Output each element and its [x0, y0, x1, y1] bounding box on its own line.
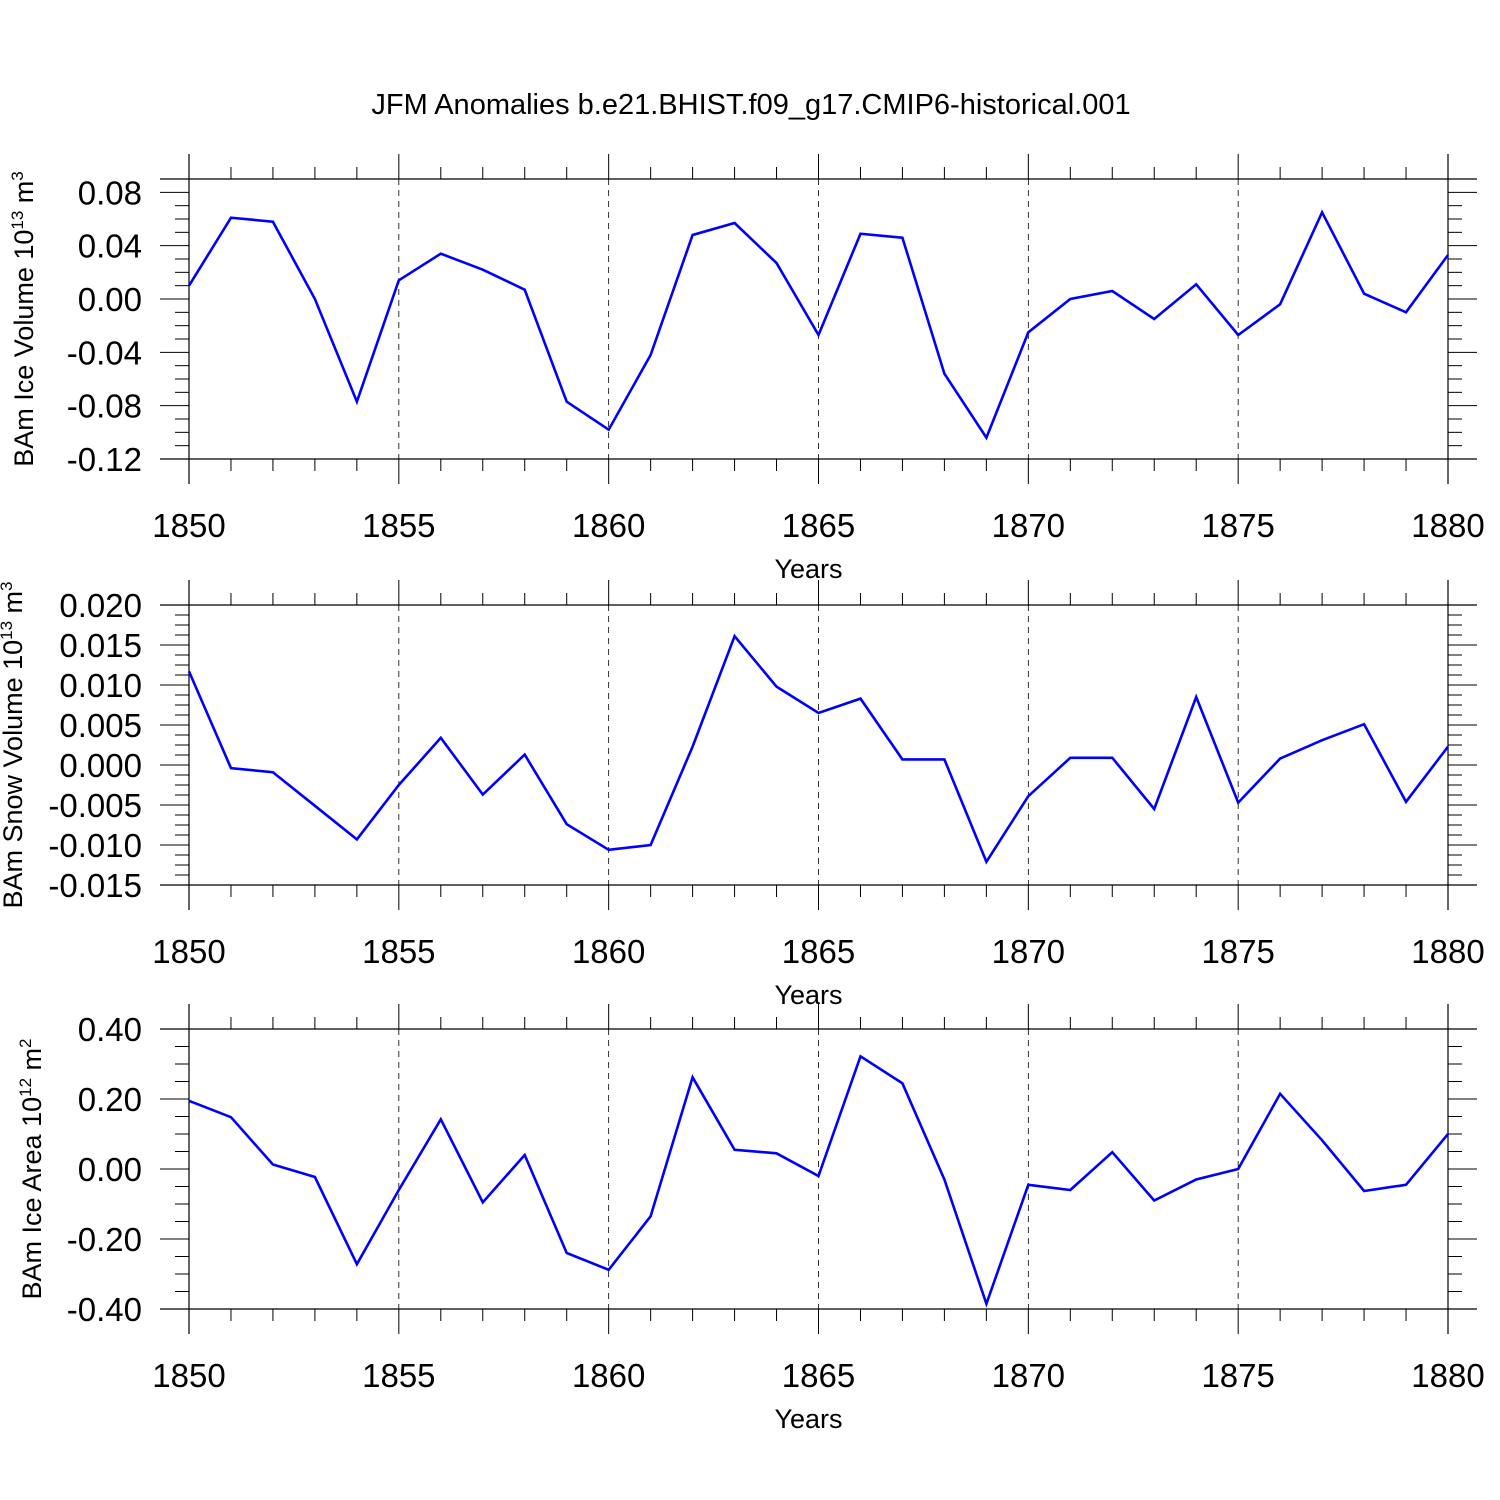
x-tick-label: 1870 [992, 507, 1065, 544]
x-tick-label: 1865 [782, 507, 855, 544]
y-axis-title-part: 13 [0, 621, 16, 640]
y-axis-title-part: 12 [16, 1078, 35, 1097]
y-tick-label: -0.08 [67, 388, 142, 425]
y-tick-label: 0.20 [78, 1081, 142, 1118]
x-tick-label: 1860 [572, 507, 645, 544]
y-tick-label: -0.40 [67, 1291, 142, 1328]
figure-title: JFM Anomalies b.e21.BHIST.f09_g17.CMIP6-… [371, 89, 1130, 121]
y-tick-label: -0.04 [67, 334, 142, 371]
x-tick-label: 1870 [992, 1357, 1065, 1394]
y-tick-label: -0.12 [67, 441, 142, 478]
y-tick-label: 0.010 [59, 667, 142, 704]
y-axis-title-part: m [9, 181, 39, 211]
x-tick-label: 1865 [782, 933, 855, 970]
y-tick-label: -0.20 [67, 1221, 142, 1258]
y-tick-label: 0.08 [78, 174, 142, 211]
x-tick-label: 1855 [362, 933, 435, 970]
x-tick-label: 1865 [782, 1357, 855, 1394]
y-axis-title-part: 2 [16, 1039, 35, 1048]
y-tick-label: 0.04 [78, 228, 142, 265]
panel-1: 1850 1855 1860 1865 1870 1875 1880 Years 0.08 0.0… [8, 154, 1485, 584]
x-axis-title: Years [774, 1404, 842, 1434]
y-axis-title-part: BAm Snow Volume 10 [0, 640, 28, 909]
y-axis-title: BAm Ice Volume 1013 m3 [8, 171, 39, 467]
x-tick-label: 1855 [362, 1357, 435, 1394]
series-line [187, 633, 1450, 865]
y-tick-label: -0.005 [48, 787, 142, 824]
x-tick-label: 1850 [152, 933, 225, 970]
x-tick-label: 1875 [1201, 1357, 1274, 1394]
x-axis-title: Years [774, 980, 842, 1010]
y-axis-title-part: m [0, 591, 28, 621]
y-axis-title-part: BAm Ice Volume 10 [9, 230, 39, 467]
series-line [187, 209, 1450, 441]
y-tick-label: 0.00 [78, 281, 142, 318]
y-tick-label: 0.000 [59, 747, 142, 784]
x-tick-label: 1880 [1411, 507, 1484, 544]
panel-2: 1850 1855 1860 1865 1870 1875 1880Years0.0200.… [0, 580, 1485, 1010]
x-tick-label: 1880 [1411, 1357, 1484, 1394]
panel-3: 1850 1855 1860 1865 1870 1875 1880 Years 0.40 0.2… [16, 1004, 1485, 1434]
x-tick-label: 1860 [572, 1357, 645, 1394]
x-tick-label: 1870 [992, 933, 1065, 970]
y-tick-label: -0.010 [48, 827, 142, 864]
y-axis-title-part: 3 [8, 171, 27, 180]
y-tick-label: -0.015 [48, 867, 142, 904]
y-tick-label: 0.015 [59, 627, 142, 664]
y-axis-title-part: m [17, 1048, 47, 1078]
x-tick-label: 1850 [152, 507, 225, 544]
x-tick-label: 1850 [152, 1357, 225, 1394]
y-axis-title-part: 13 [8, 211, 27, 230]
x-tick-label: 1860 [572, 933, 645, 970]
y-axis-title: BAm Ice Area 1012 m2 [16, 1039, 47, 1300]
x-tick-label: 1855 [362, 507, 435, 544]
x-tick-label: 1875 [1201, 933, 1274, 970]
y-axis-title-part: 3 [0, 581, 16, 590]
x-axis-title: Years [774, 554, 842, 584]
y-tick-label: 0.020 [59, 587, 142, 624]
y-axis-title-part: BAm Ice Area 10 [17, 1097, 47, 1300]
y-tick-label: 0.005 [59, 707, 142, 744]
y-tick-label: 0.00 [78, 1151, 142, 1188]
series-line [188, 1054, 1450, 1308]
x-tick-label: 1875 [1201, 507, 1274, 544]
y-axis-title: BAm Snow Volume 1013 m3 [0, 581, 28, 908]
y-tick-label: 0.40 [78, 1011, 142, 1048]
x-tick-label: 1880 [1411, 933, 1484, 970]
